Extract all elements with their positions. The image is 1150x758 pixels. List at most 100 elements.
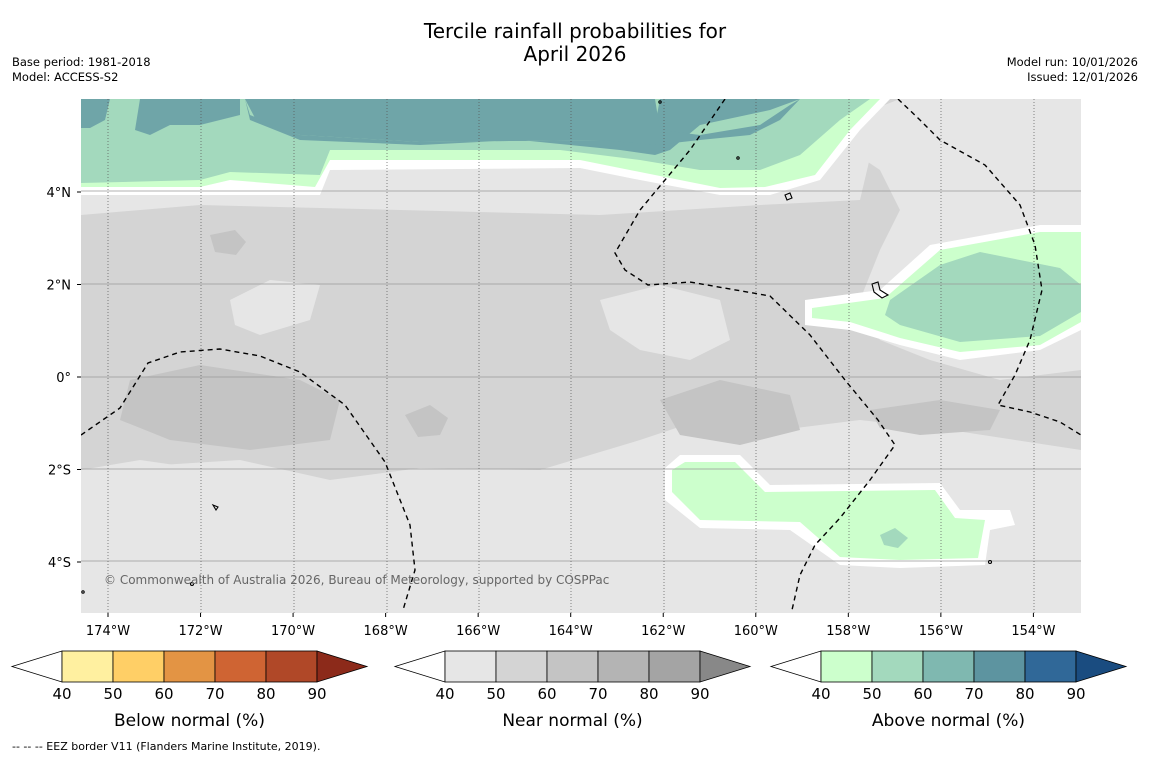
colorbar-near-tick-label: 80 [639, 685, 658, 703]
colorbar-near-segment [597, 650, 650, 683]
colorbar-above-tick-label: 70 [964, 685, 983, 703]
model-name: Model: ACCESS-S2 [12, 70, 119, 84]
colorbar-above-label: Above normal (%) [872, 711, 1025, 731]
colorbar-above-segment [922, 650, 975, 683]
colorbar-below-over-extend [316, 650, 369, 683]
colorbar-below: 40 50 60 70 80 90 Below normal (%) [10, 650, 369, 731]
lon-tick-label: 172°W [178, 624, 222, 639]
colorbar-below-segment [214, 650, 267, 683]
colorbar-below-label: Below normal (%) [114, 711, 265, 731]
near-normal-40-patch-center [600, 285, 730, 360]
near-normal-60-patch-b [660, 380, 800, 445]
lat-tick-label: 2°N [47, 279, 72, 294]
colorbar-below-tick-label: 80 [256, 685, 275, 703]
colorbar-above-segment [973, 650, 1026, 683]
colorbar-above-under-extend [769, 650, 822, 683]
colorbar-near-segment [546, 650, 599, 683]
lon-tick-label: 168°W [364, 624, 408, 639]
colorbar-above-tick-label: 90 [1066, 685, 1085, 703]
lat-tick-label: 4°S [48, 556, 71, 571]
colorbar-below-segment [163, 650, 216, 683]
colorbar-above-tick-label: 50 [862, 685, 881, 703]
lon-tick-label: 156°W [919, 624, 963, 639]
colorbar-above-segment [1024, 650, 1077, 683]
colorbar-below-tick-label: 50 [103, 685, 122, 703]
eez-footnote: -- -- -- EEZ border V11 (Flanders Marine… [12, 740, 320, 753]
colorbar-above-tick-label: 60 [913, 685, 932, 703]
colorbar-near-segment [444, 650, 497, 683]
copyright-text: © Commonwealth of Australia 2026, Bureau… [104, 573, 609, 587]
lat-tick-labels: 4°N 2°N 0° 2°S 4°S [47, 186, 81, 571]
map-panel[interactable] [81, 99, 1081, 613]
colorbar-below-segment [112, 650, 165, 683]
colorbar-near-tick-label: 40 [435, 685, 454, 703]
above-normal-40-south [672, 462, 985, 560]
colorbar-below-under-extend [10, 650, 63, 683]
island-d [987, 559, 993, 565]
near-normal-60-patch-d [210, 230, 246, 255]
map-title: Tercile rainfall probabilities for April… [0, 20, 1150, 66]
colorbar-below-tick-label: 60 [154, 685, 173, 703]
colorbar-below-segment [265, 650, 318, 683]
above-normal-50-south-patch [880, 528, 908, 548]
base-period: Base period: 1981-2018 [12, 55, 151, 69]
island-g [736, 156, 740, 160]
eez-border-tokelau [81, 348, 416, 611]
title-line-1: Tercile rainfall probabilities for [423, 19, 727, 43]
colorbar-near-segment [495, 650, 548, 683]
lat-tick-label: 4°N [47, 186, 72, 201]
island-a [784, 192, 793, 201]
above-normal-60-north-main [245, 99, 800, 145]
near-normal-60-patch-a [120, 365, 340, 450]
lon-tick-label: 160°W [734, 624, 778, 639]
colorbar-below-tick-label: 90 [307, 685, 326, 703]
island-b [211, 503, 219, 512]
eez-borders [81, 99, 1081, 611]
lat-tick-label: 2°S [48, 464, 71, 479]
lon-tick-label: 158°W [826, 624, 870, 639]
island-kiritimati [871, 281, 890, 299]
eez-border-kiribati-central [614, 99, 896, 611]
near-normal-60-patch-c [405, 405, 448, 437]
colorbar-above-tick-label: 40 [811, 685, 830, 703]
colorbar-above-over-extend [1075, 650, 1128, 683]
meta-right: Model run: 10/01/2026 Issued: 12/01/2026 [1007, 55, 1138, 85]
near-normal-40-band-south [81, 420, 1081, 613]
colorbar-below-tick-label: 70 [205, 685, 224, 703]
colorbar-near-tick-label: 90 [690, 685, 709, 703]
meta-left: Base period: 1981-2018 Model: ACCESS-S2 [12, 55, 151, 85]
lon-tick-label: 162°W [641, 624, 685, 639]
islands [81, 100, 993, 594]
lon-tick-label: 170°W [271, 624, 315, 639]
colorbars: 40 50 60 70 80 90 Below normal (%) 40 50 60 70 80 90… [10, 650, 1128, 731]
colorbar-above: 40 50 60 70 80 90 Above normal (%) [769, 650, 1128, 731]
colorbar-above-segment [820, 650, 873, 683]
lon-tick-label: 174°W [86, 624, 130, 639]
near-normal-60-patch-e [870, 400, 1000, 435]
colorbar-near-label: Near normal (%) [502, 711, 642, 731]
colorbar-near-over-extend [699, 650, 752, 683]
issued-date: Issued: 12/01/2026 [1027, 70, 1138, 84]
lat-tick-label: 0° [56, 371, 71, 386]
lat-gridlines [81, 190, 1081, 562]
colorbar-near-segment [648, 650, 701, 683]
colorbar-above-tick-label: 80 [1015, 685, 1034, 703]
island-c [189, 581, 195, 587]
eez-border-line-islands [897, 99, 1081, 436]
island-f [658, 100, 662, 104]
above-normal-60-north-left [135, 99, 240, 135]
lon-tick-label: 164°W [549, 624, 593, 639]
colorbar-near-tick-label: 60 [537, 685, 556, 703]
island-e [81, 590, 85, 594]
colorbar-near-under-extend [393, 650, 446, 683]
lon-tick-labels: 174°W 172°W 170°W 168°W 166°W 164°W 162°W 160°W… [86, 613, 1056, 639]
colorbar-near-tick-label: 70 [588, 685, 607, 703]
title-line-2: April 2026 [523, 42, 627, 66]
lon-tick-label: 166°W [456, 624, 500, 639]
lon-tick-label: 154°W [1011, 624, 1055, 639]
above-normal-50-east [885, 252, 1081, 342]
colorbar-near: 40 50 60 70 80 90 Near normal (%) [393, 650, 752, 731]
near-normal-40-patch-west [230, 280, 320, 335]
model-run: Model run: 10/01/2026 [1006, 55, 1138, 69]
